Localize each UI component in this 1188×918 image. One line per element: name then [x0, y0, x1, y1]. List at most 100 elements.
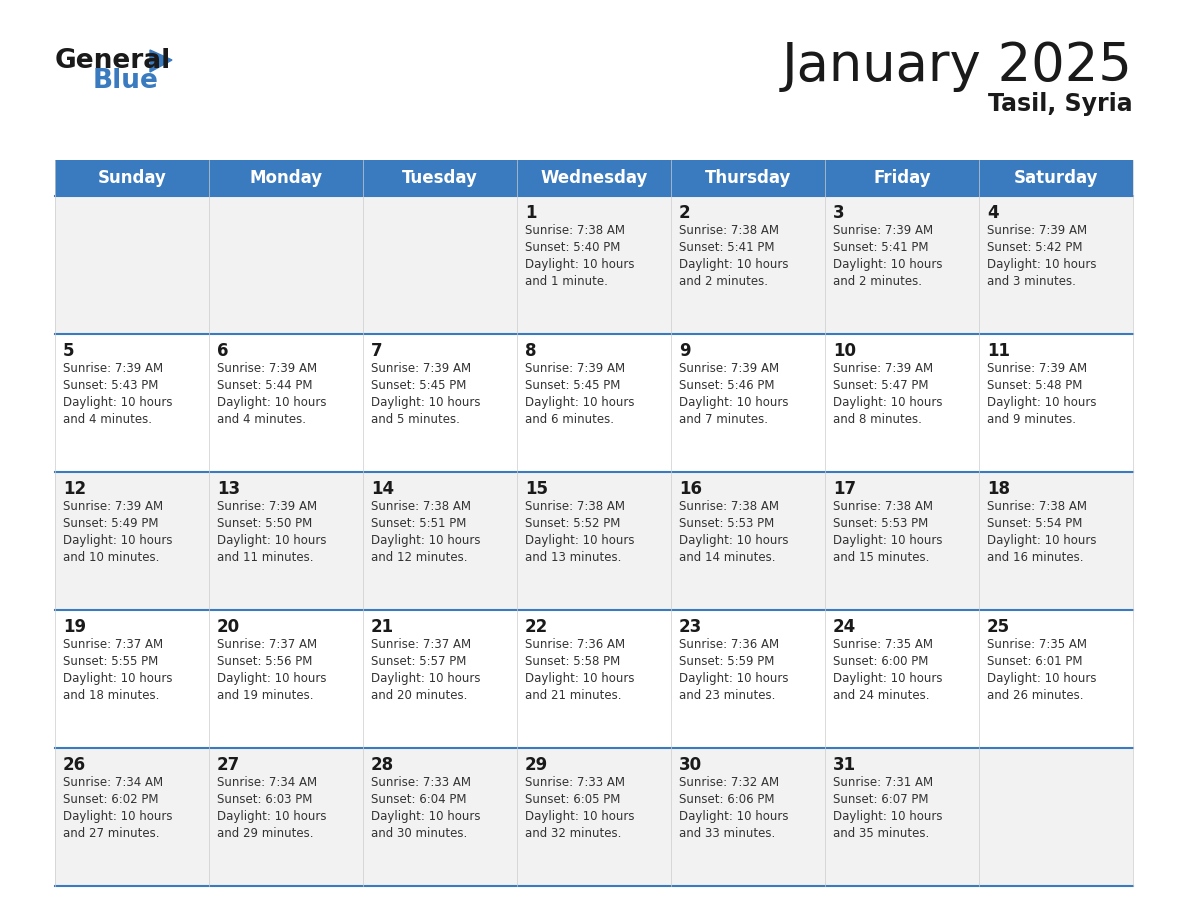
Text: 22: 22 — [525, 618, 548, 636]
Text: and 2 minutes.: and 2 minutes. — [680, 275, 767, 288]
Text: Sunrise: 7:38 AM: Sunrise: 7:38 AM — [525, 500, 625, 513]
Text: and 29 minutes.: and 29 minutes. — [217, 827, 314, 840]
Text: 8: 8 — [525, 342, 537, 360]
Text: Sunrise: 7:39 AM: Sunrise: 7:39 AM — [833, 362, 933, 375]
Text: 28: 28 — [371, 756, 394, 774]
Text: Daylight: 10 hours: Daylight: 10 hours — [833, 534, 942, 547]
Text: and 4 minutes.: and 4 minutes. — [63, 413, 152, 426]
Text: 29: 29 — [525, 756, 548, 774]
Text: and 4 minutes.: and 4 minutes. — [217, 413, 307, 426]
Text: Sunrise: 7:38 AM: Sunrise: 7:38 AM — [987, 500, 1087, 513]
Text: and 32 minutes.: and 32 minutes. — [525, 827, 621, 840]
Text: Daylight: 10 hours: Daylight: 10 hours — [987, 672, 1097, 685]
Text: Sunrise: 7:32 AM: Sunrise: 7:32 AM — [680, 776, 779, 789]
Text: Sunrise: 7:37 AM: Sunrise: 7:37 AM — [371, 638, 472, 651]
Text: Daylight: 10 hours: Daylight: 10 hours — [525, 258, 634, 271]
Text: Sunset: 5:42 PM: Sunset: 5:42 PM — [987, 241, 1082, 254]
Text: Sunrise: 7:39 AM: Sunrise: 7:39 AM — [833, 224, 933, 237]
Text: Sunset: 5:57 PM: Sunset: 5:57 PM — [371, 655, 467, 668]
Text: Daylight: 10 hours: Daylight: 10 hours — [63, 810, 172, 823]
Text: and 10 minutes.: and 10 minutes. — [63, 551, 159, 564]
Text: Daylight: 10 hours: Daylight: 10 hours — [371, 534, 480, 547]
Polygon shape — [150, 50, 172, 72]
Text: Daylight: 10 hours: Daylight: 10 hours — [63, 672, 172, 685]
Text: 15: 15 — [525, 480, 548, 498]
Text: and 18 minutes.: and 18 minutes. — [63, 689, 159, 702]
Bar — [55, 334, 1133, 472]
Text: Wednesday: Wednesday — [541, 169, 647, 187]
Text: and 24 minutes.: and 24 minutes. — [833, 689, 929, 702]
Text: 16: 16 — [680, 480, 702, 498]
Text: and 5 minutes.: and 5 minutes. — [371, 413, 460, 426]
Text: and 7 minutes.: and 7 minutes. — [680, 413, 767, 426]
Text: 3: 3 — [833, 204, 845, 222]
Text: Daylight: 10 hours: Daylight: 10 hours — [217, 534, 327, 547]
Text: Daylight: 10 hours: Daylight: 10 hours — [217, 396, 327, 409]
Text: Tasil, Syria: Tasil, Syria — [988, 92, 1133, 116]
Text: Daylight: 10 hours: Daylight: 10 hours — [63, 534, 172, 547]
Text: Sunset: 6:06 PM: Sunset: 6:06 PM — [680, 793, 775, 806]
Text: Sunrise: 7:35 AM: Sunrise: 7:35 AM — [833, 638, 933, 651]
Text: and 3 minutes.: and 3 minutes. — [987, 275, 1076, 288]
Text: 26: 26 — [63, 756, 86, 774]
Text: Thursday: Thursday — [704, 169, 791, 187]
Text: Sunset: 6:01 PM: Sunset: 6:01 PM — [987, 655, 1082, 668]
Text: Sunrise: 7:34 AM: Sunrise: 7:34 AM — [63, 776, 163, 789]
Text: Sunset: 5:43 PM: Sunset: 5:43 PM — [63, 379, 158, 392]
Text: 9: 9 — [680, 342, 690, 360]
Text: Sunrise: 7:38 AM: Sunrise: 7:38 AM — [833, 500, 933, 513]
Text: Sunrise: 7:39 AM: Sunrise: 7:39 AM — [680, 362, 779, 375]
Text: Daylight: 10 hours: Daylight: 10 hours — [680, 534, 789, 547]
Text: and 6 minutes.: and 6 minutes. — [525, 413, 614, 426]
Text: Sunset: 5:47 PM: Sunset: 5:47 PM — [833, 379, 929, 392]
Text: Sunrise: 7:38 AM: Sunrise: 7:38 AM — [371, 500, 470, 513]
Text: Sunrise: 7:37 AM: Sunrise: 7:37 AM — [217, 638, 317, 651]
Text: and 2 minutes.: and 2 minutes. — [833, 275, 922, 288]
Text: and 27 minutes.: and 27 minutes. — [63, 827, 159, 840]
Text: Sunrise: 7:37 AM: Sunrise: 7:37 AM — [63, 638, 163, 651]
Text: Sunset: 5:53 PM: Sunset: 5:53 PM — [833, 517, 928, 530]
Text: Daylight: 10 hours: Daylight: 10 hours — [217, 810, 327, 823]
Text: 5: 5 — [63, 342, 75, 360]
Text: 31: 31 — [833, 756, 857, 774]
Text: Sunrise: 7:36 AM: Sunrise: 7:36 AM — [680, 638, 779, 651]
Text: and 23 minutes.: and 23 minutes. — [680, 689, 776, 702]
Text: and 9 minutes.: and 9 minutes. — [987, 413, 1076, 426]
Text: Sunset: 5:45 PM: Sunset: 5:45 PM — [371, 379, 467, 392]
Text: Sunrise: 7:33 AM: Sunrise: 7:33 AM — [371, 776, 470, 789]
Bar — [55, 610, 1133, 748]
Text: 10: 10 — [833, 342, 857, 360]
Text: Sunset: 5:50 PM: Sunset: 5:50 PM — [217, 517, 312, 530]
Text: 14: 14 — [371, 480, 394, 498]
Text: Sunrise: 7:38 AM: Sunrise: 7:38 AM — [525, 224, 625, 237]
Text: Sunset: 5:58 PM: Sunset: 5:58 PM — [525, 655, 620, 668]
Text: Daylight: 10 hours: Daylight: 10 hours — [525, 396, 634, 409]
Text: Sunset: 6:05 PM: Sunset: 6:05 PM — [525, 793, 620, 806]
Text: Daylight: 10 hours: Daylight: 10 hours — [525, 672, 634, 685]
Text: and 8 minutes.: and 8 minutes. — [833, 413, 922, 426]
Text: Daylight: 10 hours: Daylight: 10 hours — [680, 396, 789, 409]
Text: Sunset: 5:41 PM: Sunset: 5:41 PM — [833, 241, 929, 254]
Text: Sunset: 5:55 PM: Sunset: 5:55 PM — [63, 655, 158, 668]
Text: Sunrise: 7:39 AM: Sunrise: 7:39 AM — [525, 362, 625, 375]
Text: Daylight: 10 hours: Daylight: 10 hours — [371, 396, 480, 409]
Text: Sunset: 5:54 PM: Sunset: 5:54 PM — [987, 517, 1082, 530]
Text: 12: 12 — [63, 480, 86, 498]
Text: 24: 24 — [833, 618, 857, 636]
Text: 7: 7 — [371, 342, 383, 360]
Text: Daylight: 10 hours: Daylight: 10 hours — [987, 258, 1097, 271]
Text: Daylight: 10 hours: Daylight: 10 hours — [525, 810, 634, 823]
Text: Friday: Friday — [873, 169, 931, 187]
Text: Daylight: 10 hours: Daylight: 10 hours — [680, 258, 789, 271]
Text: 25: 25 — [987, 618, 1010, 636]
Text: Sunset: 5:56 PM: Sunset: 5:56 PM — [217, 655, 312, 668]
Text: Daylight: 10 hours: Daylight: 10 hours — [987, 534, 1097, 547]
Text: Sunset: 5:46 PM: Sunset: 5:46 PM — [680, 379, 775, 392]
Text: Daylight: 10 hours: Daylight: 10 hours — [833, 672, 942, 685]
Text: and 26 minutes.: and 26 minutes. — [987, 689, 1083, 702]
Text: 20: 20 — [217, 618, 240, 636]
Text: and 11 minutes.: and 11 minutes. — [217, 551, 314, 564]
Text: Daylight: 10 hours: Daylight: 10 hours — [987, 396, 1097, 409]
Text: and 13 minutes.: and 13 minutes. — [525, 551, 621, 564]
Text: and 19 minutes.: and 19 minutes. — [217, 689, 314, 702]
